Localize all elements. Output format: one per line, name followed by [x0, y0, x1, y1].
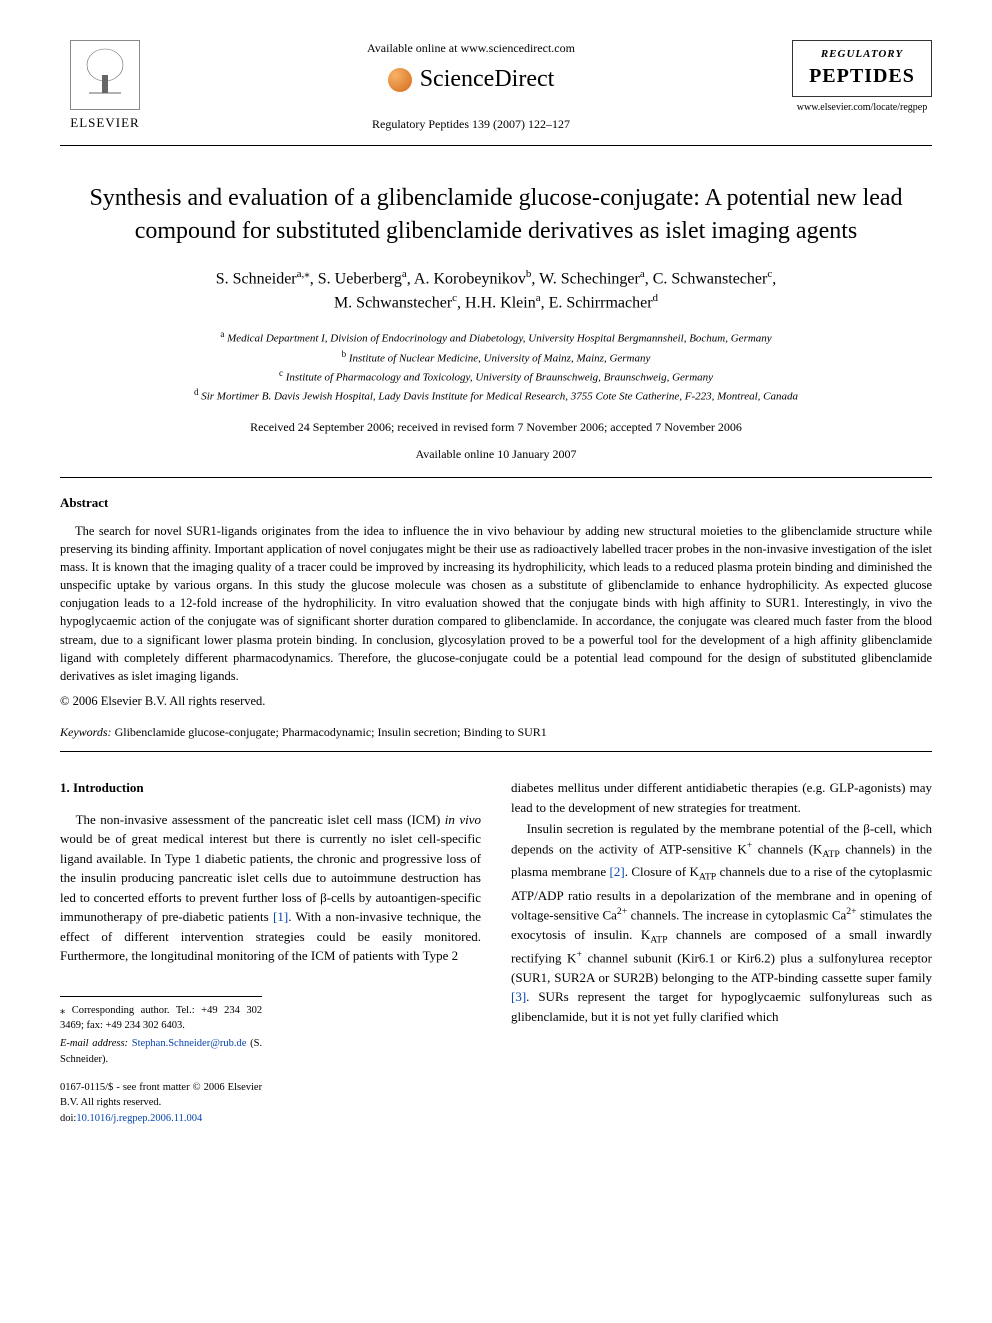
- ref-link-3[interactable]: [3]: [511, 989, 526, 1004]
- cover-peptides: PEPTIDES: [797, 62, 927, 90]
- abstract-text: The search for novel SUR1-ligands origin…: [60, 522, 932, 685]
- intro-paragraph-1: The non-invasive assessment of the pancr…: [60, 810, 481, 966]
- elsevier-label: ELSEVIER: [70, 114, 139, 132]
- article-title: Synthesis and evaluation of a glibenclam…: [60, 182, 932, 247]
- authors: S. Schneidera,⁎, S. Ueberberga, A. Korob…: [60, 267, 932, 314]
- issn-line: 0167-0115/$ - see front matter © 2006 El…: [60, 1080, 262, 1112]
- keywords: Keywords: Glibenclamide glucose-conjugat…: [60, 724, 932, 741]
- available-online-text: Available online at www.sciencedirect.co…: [170, 40, 772, 57]
- divider-2: [60, 751, 932, 752]
- journal-cover: REGULATORY PEPTIDES www.elsevier.com/loc…: [792, 40, 932, 115]
- intro-paragraph-3: Insulin secretion is regulated by the me…: [511, 819, 932, 1026]
- divider: [60, 477, 932, 478]
- doi-line: doi:10.1016/j.regpep.2006.11.004: [60, 1111, 262, 1127]
- sciencedirect-logo: ScienceDirect: [170, 63, 772, 97]
- keywords-text: Glibenclamide glucose-conjugate; Pharmac…: [112, 725, 547, 739]
- elsevier-tree-icon: [70, 40, 140, 110]
- keywords-label: Keywords:: [60, 725, 112, 739]
- email-line: E-mail address: Stephan.Schneider@rub.de…: [60, 1036, 262, 1068]
- author-1: S. Schneider: [216, 270, 297, 287]
- ref-link-1[interactable]: [1]: [273, 909, 288, 924]
- affiliation-a: Medical Department I, Division of Endocr…: [227, 333, 772, 345]
- ref-link-2[interactable]: [2]: [610, 864, 625, 879]
- corresponding-author: ⁎ Corresponding author. Tel.: +49 234 30…: [60, 1003, 262, 1035]
- affiliations: a Medical Department I, Division of Endo…: [60, 328, 932, 405]
- sciencedirect-text: ScienceDirect: [420, 63, 555, 97]
- email-link[interactable]: Stephan.Schneider@rub.de: [132, 1038, 247, 1049]
- affiliation-d: Sir Mortimer B. Davis Jewish Hospital, L…: [201, 391, 798, 403]
- cover-regulatory: REGULATORY: [797, 47, 927, 62]
- elsevier-logo: ELSEVIER: [60, 40, 150, 132]
- affiliation-b: Institute of Nuclear Medicine, Universit…: [349, 352, 651, 364]
- online-date: Available online 10 January 2007: [60, 446, 932, 463]
- journal-header: ELSEVIER Available online at www.science…: [60, 40, 932, 146]
- received-dates: Received 24 September 2006; received in …: [60, 419, 932, 436]
- intro-paragraph-2: diabetes mellitus under different antidi…: [511, 778, 932, 817]
- body-columns: 1. Introduction The non-invasive assessm…: [60, 778, 932, 1127]
- abstract-heading: Abstract: [60, 494, 932, 512]
- sciencedirect-icon: [388, 68, 412, 92]
- corresponding-footer: ⁎ Corresponding author. Tel.: +49 234 30…: [60, 996, 262, 1127]
- affiliation-c: Institute of Pharmacology and Toxicology…: [286, 371, 713, 383]
- cover-url: www.elsevier.com/locate/regpep: [792, 101, 932, 115]
- journal-reference: Regulatory Peptides 139 (2007) 122–127: [170, 116, 772, 133]
- column-left: 1. Introduction The non-invasive assessm…: [60, 778, 481, 1127]
- doi-link[interactable]: 10.1016/j.regpep.2006.11.004: [76, 1113, 202, 1124]
- header-center: Available online at www.sciencedirect.co…: [150, 40, 792, 133]
- cover-box: REGULATORY PEPTIDES: [792, 40, 932, 97]
- column-right: diabetes mellitus under different antidi…: [511, 778, 932, 1127]
- intro-heading: 1. Introduction: [60, 778, 481, 798]
- copyright-line: © 2006 Elsevier B.V. All rights reserved…: [60, 693, 932, 711]
